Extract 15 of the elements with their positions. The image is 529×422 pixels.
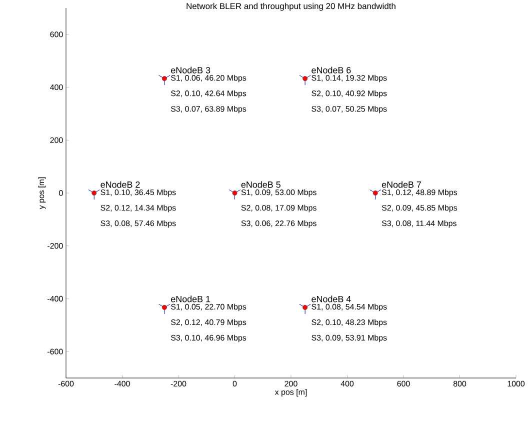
point [302, 76, 308, 82]
point [372, 190, 378, 196]
annotation: eNodeB 6 [312, 66, 351, 74]
point [92, 190, 97, 196]
annotation: eNodeB 1 [171, 296, 210, 302]
chart-title: Network BLER and throughput using 20 MHz bandwidth [186, 2, 396, 11]
annotation: eNodeB 2 [100, 181, 140, 188]
point [232, 190, 238, 196]
annotation: eNodeB 5 [241, 181, 280, 188]
annotation: eNodeB 4 [312, 296, 351, 302]
annotation: eNodeB 3 [171, 66, 210, 74]
point [162, 304, 167, 310]
point [302, 304, 308, 310]
point [162, 76, 167, 82]
annotation: eNodeB 7 [382, 181, 421, 188]
